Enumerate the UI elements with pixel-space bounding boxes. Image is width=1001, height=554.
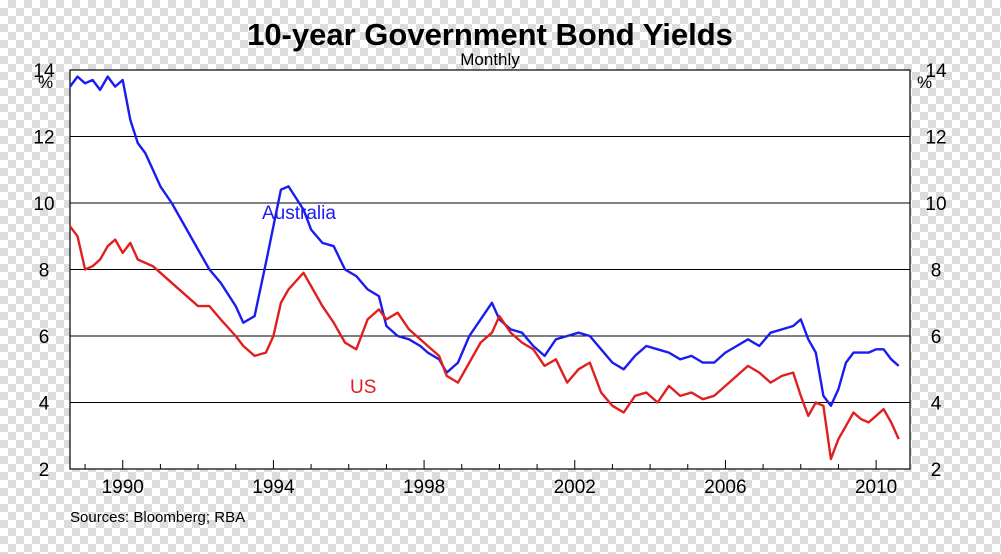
series-label-australia: Australia bbox=[262, 203, 336, 224]
series-line-australia bbox=[69, 75, 900, 407]
x-tick-label: 1990 bbox=[102, 477, 144, 498]
y-tick-left: 6 bbox=[39, 327, 50, 348]
y-tick-right: 8 bbox=[931, 261, 942, 282]
y-axis-unit-left: % bbox=[38, 73, 53, 92]
y-tick-left: 10 bbox=[33, 194, 54, 215]
x-tick-label: 1994 bbox=[252, 477, 295, 498]
y-tick-right: 2 bbox=[931, 460, 942, 481]
y-tick-right: 6 bbox=[931, 327, 942, 348]
chart-subtitle: Monthly bbox=[460, 50, 520, 69]
y-tick-left: 2 bbox=[39, 460, 50, 481]
y-axis-ticks: 2 2 4 4 6 6 8 8 10 10 12 12 14 14 bbox=[33, 61, 947, 481]
y-tick-right: 4 bbox=[931, 394, 942, 415]
series-line-us bbox=[69, 225, 900, 461]
y-tick-left: 14 bbox=[33, 61, 55, 82]
chart-title: 10-year Government Bond Yields bbox=[247, 17, 733, 52]
series-label-us: US bbox=[350, 377, 376, 398]
x-axis-ticks: 1990 1994 1998 2002 2006 2010 bbox=[84, 460, 897, 498]
chart-source: Sources: Bloomberg; RBA bbox=[70, 509, 245, 526]
y-tick-right: 14 bbox=[925, 61, 947, 82]
y-tick-right: 10 bbox=[925, 194, 946, 215]
x-tick-label: 2010 bbox=[855, 477, 897, 498]
x-tick-label: 1998 bbox=[403, 477, 445, 498]
y-tick-left: 12 bbox=[33, 128, 54, 149]
y-tick-left: 8 bbox=[39, 261, 50, 282]
y-tick-right: 12 bbox=[925, 128, 946, 149]
x-tick-label: 2002 bbox=[554, 477, 596, 498]
y-axis-unit-right: % bbox=[917, 73, 932, 92]
x-tick-label: 2006 bbox=[704, 477, 746, 498]
y-tick-left: 4 bbox=[39, 394, 50, 415]
series-lines bbox=[69, 75, 900, 461]
